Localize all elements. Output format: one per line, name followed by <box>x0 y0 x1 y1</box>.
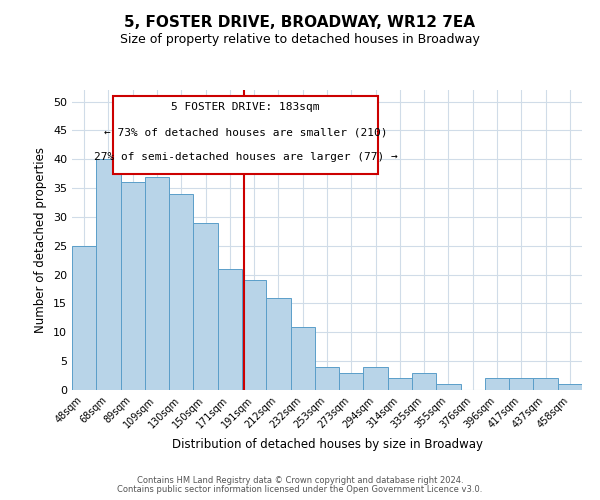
Bar <box>96 159 121 390</box>
Text: 5, FOSTER DRIVE, BROADWAY, WR12 7EA: 5, FOSTER DRIVE, BROADWAY, WR12 7EA <box>125 15 476 30</box>
Text: Contains public sector information licensed under the Open Government Licence v3: Contains public sector information licen… <box>118 485 482 494</box>
Bar <box>339 372 364 390</box>
Text: Contains HM Land Registry data © Crown copyright and database right 2024.: Contains HM Land Registry data © Crown c… <box>137 476 463 485</box>
Bar <box>364 367 388 390</box>
Bar <box>242 280 266 390</box>
Bar <box>266 298 290 390</box>
Bar <box>388 378 412 390</box>
Bar <box>436 384 461 390</box>
Bar <box>315 367 339 390</box>
Bar <box>558 384 582 390</box>
Bar <box>121 182 145 390</box>
Bar <box>145 176 169 390</box>
X-axis label: Distribution of detached houses by size in Broadway: Distribution of detached houses by size … <box>172 438 482 451</box>
Bar <box>485 378 509 390</box>
Y-axis label: Number of detached properties: Number of detached properties <box>34 147 47 333</box>
Text: ← 73% of detached houses are smaller (210): ← 73% of detached houses are smaller (21… <box>104 128 387 138</box>
Text: Size of property relative to detached houses in Broadway: Size of property relative to detached ho… <box>120 32 480 46</box>
Text: 27% of semi-detached houses are larger (77) →: 27% of semi-detached houses are larger (… <box>94 152 397 162</box>
FancyBboxPatch shape <box>113 96 378 174</box>
Bar <box>169 194 193 390</box>
Bar <box>72 246 96 390</box>
Bar <box>193 222 218 390</box>
Bar <box>509 378 533 390</box>
Text: 5 FOSTER DRIVE: 183sqm: 5 FOSTER DRIVE: 183sqm <box>171 102 320 112</box>
Bar <box>412 372 436 390</box>
Bar <box>533 378 558 390</box>
Bar <box>218 269 242 390</box>
Bar <box>290 326 315 390</box>
